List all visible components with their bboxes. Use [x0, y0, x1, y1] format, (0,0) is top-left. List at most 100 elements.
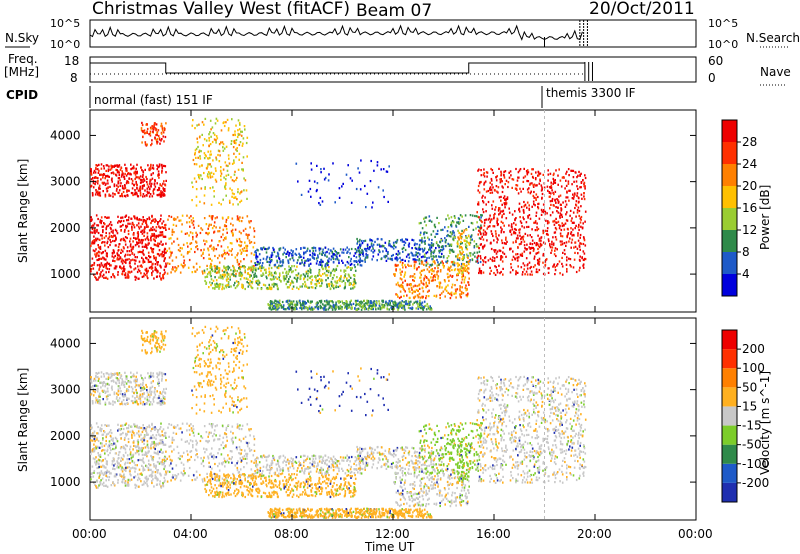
power-cell: [553, 204, 555, 207]
power-cell: [240, 241, 243, 244]
power-cell: [105, 187, 108, 190]
power-cell: [516, 184, 519, 187]
power-cell: [416, 252, 419, 255]
power-cell: [149, 180, 151, 183]
power-cell: [542, 173, 545, 176]
power-cell: [506, 197, 509, 200]
power-cell: [367, 247, 369, 250]
power-cell: [412, 285, 415, 288]
power-cell: [493, 250, 496, 253]
power-cell: [361, 242, 364, 245]
power-cell: [571, 197, 574, 200]
power-cell: [139, 194, 142, 197]
power-cell: [175, 224, 178, 227]
power-cell: [192, 235, 194, 239]
power-cell: [447, 214, 449, 217]
power-cell: [272, 275, 275, 278]
power-cell: [154, 185, 157, 188]
power-cell: [564, 252, 566, 256]
power-cell: [209, 143, 212, 146]
power-cell: [206, 167, 208, 170]
power-cell: [245, 141, 248, 145]
power-cell: [460, 292, 463, 295]
power-cell: [354, 252, 357, 255]
power-cell: [515, 223, 517, 226]
power-cell: [456, 255, 459, 258]
velocity-cell: [125, 432, 127, 435]
power-cell: [216, 265, 218, 268]
power-cell: [99, 265, 101, 268]
power-cell: [144, 131, 147, 135]
power-cell: [186, 214, 188, 217]
power-cell: [151, 219, 153, 223]
power-cell: [165, 242, 167, 245]
power-cell: [396, 238, 399, 242]
power-cell: [241, 248, 244, 251]
power-cell: [537, 205, 539, 209]
power-cell: [381, 244, 384, 247]
power-cell: [304, 283, 307, 286]
power-cell: [299, 299, 301, 302]
power-cell: [315, 302, 318, 305]
power-cell: [302, 256, 305, 259]
power-cell: [457, 229, 459, 232]
noise-trace: [89, 20, 588, 47]
power-cell: [276, 277, 279, 280]
power-cell: [313, 252, 316, 255]
power-cell: [246, 155, 248, 158]
power-cell: [399, 303, 402, 306]
power-cell: [302, 303, 305, 306]
power-cell: [115, 184, 118, 187]
power-cell: [183, 261, 185, 265]
power-cell: [192, 158, 195, 162]
power-cell: [194, 153, 196, 156]
power-cell: [519, 253, 522, 256]
power-cell: [227, 280, 230, 284]
power-cell: [573, 192, 576, 195]
power-cell: [456, 245, 459, 248]
power-cell: [298, 252, 300, 255]
power-cell: [155, 129, 157, 132]
power-cell: [105, 175, 107, 178]
power-cell: [335, 284, 338, 287]
power-cell: [296, 280, 298, 283]
power-cell: [388, 300, 391, 303]
power-cell: [155, 269, 158, 272]
power-cell: [161, 167, 164, 170]
power-cell: [489, 272, 491, 275]
beam-label: Beam 07: [356, 1, 432, 21]
power-cell: [125, 174, 128, 177]
power-cell: [231, 192, 234, 195]
power-cell: [320, 258, 322, 262]
power-cell: [210, 278, 213, 281]
power-cell: [296, 307, 298, 310]
power-cell: [95, 239, 98, 242]
power-cell: [352, 284, 354, 287]
velocity-cell: [138, 453, 140, 456]
power-cell: [568, 257, 570, 260]
power-cell: [436, 270, 438, 273]
power-cell: [519, 228, 521, 231]
power-cell: [290, 268, 292, 271]
power-cell: [505, 203, 507, 206]
power-cell: [157, 242, 159, 245]
power-cell: [204, 117, 207, 120]
power-cell: [560, 209, 562, 212]
power-cell: [241, 161, 243, 164]
power-cell: [171, 268, 173, 271]
power-scatter: [90, 110, 587, 312]
power-cell: [124, 276, 127, 279]
power-cell: [428, 256, 430, 259]
power-cell: [347, 262, 350, 265]
power-cell: [127, 229, 130, 233]
power-cell: [534, 264, 536, 267]
power-cell: [545, 258, 547, 262]
power-cell: [273, 283, 275, 286]
power-cell: [337, 285, 340, 288]
power-cell: [181, 214, 184, 217]
power-cell: [253, 230, 256, 233]
power-cell: [294, 304, 297, 308]
power-cell: [350, 307, 353, 310]
power-cell: [418, 239, 421, 242]
power-cell: [335, 285, 338, 288]
